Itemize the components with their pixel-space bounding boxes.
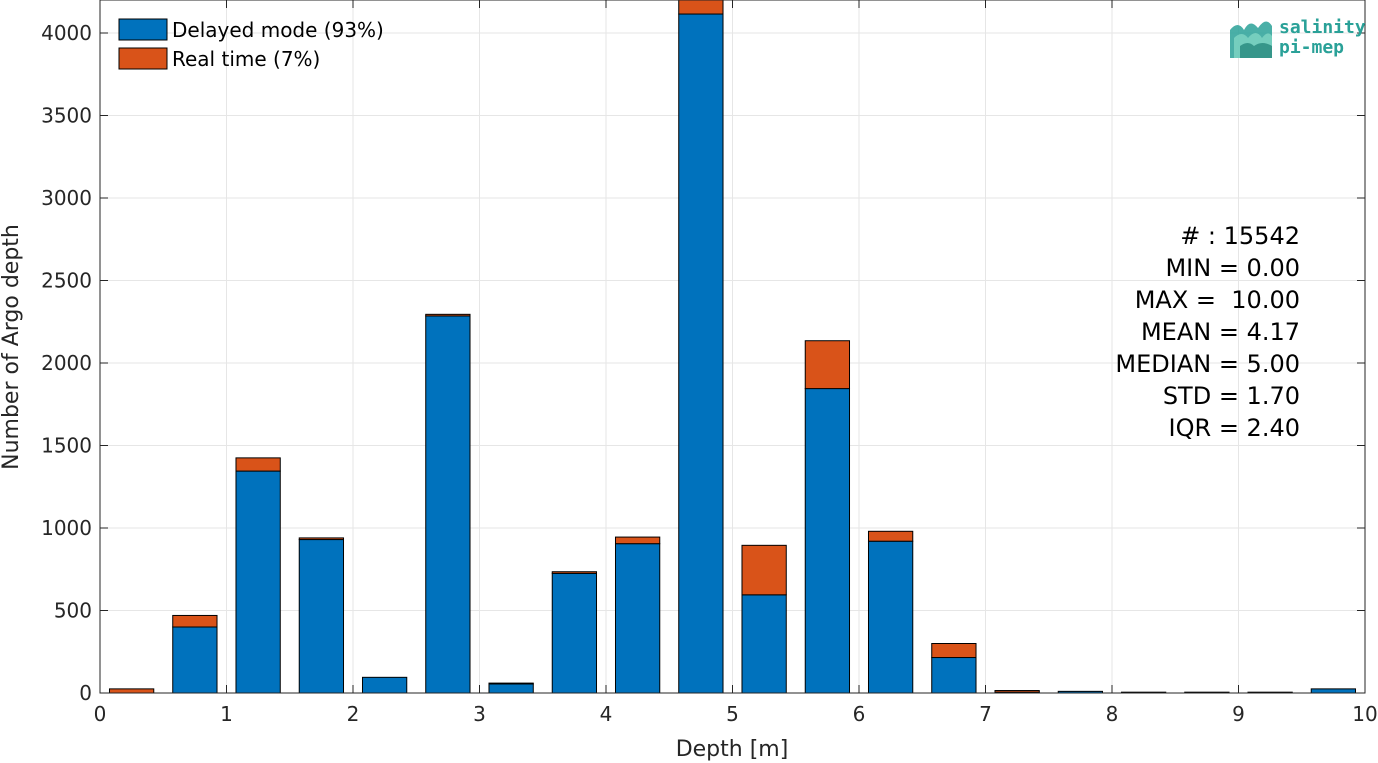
stats-box: # : 15542 MIN = 0.00 MAX = 10.00 MEAN = …: [1115, 222, 1300, 442]
legend-label-delayed: Delayed mode (93%): [172, 18, 384, 42]
ticks: 0 1 2 3 4 5 6 7 8 9 10 0 500 1000 1500 2000 2500 3000 3500…: [41, 0, 1378, 726]
stat-count: # : 15542: [1180, 222, 1300, 250]
bar-real-time: [804, 340, 851, 390]
x-tick-label: 4: [600, 702, 613, 726]
bar-delayed-mode: [172, 626, 218, 694]
y-tick-label: 2500: [41, 269, 92, 293]
stat-median: MEDIAN = 5.00: [1115, 350, 1300, 378]
y-axis-label: Number of Argo depth: [0, 224, 24, 470]
bar-real-time: [931, 643, 977, 659]
legend-swatch-realtime: [118, 47, 168, 70]
y-tick-label: 1500: [41, 434, 92, 458]
bar-real-time: [172, 614, 218, 628]
y-tick-label: 3500: [41, 104, 92, 128]
x-tick-label: 2: [347, 702, 360, 726]
stat-mean: MEAN = 4.17: [1141, 318, 1300, 346]
bar-delayed-mode: [804, 388, 851, 694]
bar-delayed-mode: [678, 13, 724, 694]
bar-real-time: [741, 544, 787, 596]
stat-iqr: IQR = 2.40: [1169, 414, 1300, 442]
x-tick-label: 9: [1232, 702, 1245, 726]
bar-delayed-mode: [551, 572, 598, 694]
logo-text-salinity: salinity: [1279, 17, 1366, 38]
x-axis-label: Depth [m]: [676, 737, 789, 762]
bars: [108, 0, 1357, 694]
bar-real-time: [678, 0, 724, 15]
x-tick-label: 6: [853, 702, 866, 726]
x-tick-label: 7: [979, 702, 992, 726]
x-tick-label: 3: [473, 702, 486, 726]
bar-delayed-mode: [298, 539, 345, 694]
y-tick-label: 0: [79, 681, 92, 705]
bar-real-time: [614, 536, 661, 545]
y-tick-label: 4000: [41, 21, 92, 45]
salinity-logo: salinity pi-mep: [1230, 17, 1366, 58]
wave-logo-icon: [1230, 21, 1272, 58]
bar-real-time: [108, 688, 155, 694]
legend-label-realtime: Real time (7%): [172, 47, 320, 71]
bar-real-time: [994, 690, 1040, 693]
x-tick-label: 5: [726, 702, 739, 726]
bar-real-time: [867, 530, 914, 542]
y-tick-label: 1000: [41, 516, 92, 540]
bar-delayed-mode: [931, 657, 977, 694]
bar-real-time: [235, 457, 281, 472]
logo-text-pimep: pi-mep: [1279, 37, 1344, 58]
x-tick-label: 1: [220, 702, 233, 726]
legend-swatch-delayed: [118, 18, 168, 41]
y-tick-label: 2000: [41, 351, 92, 375]
bar-real-time: [425, 313, 471, 317]
bar-delayed-mode: [614, 543, 661, 694]
y-tick-label: 3000: [41, 186, 92, 210]
bar-real-time: [488, 682, 534, 685]
x-tick-label: 8: [1106, 702, 1119, 726]
stat-std: STD = 1.70: [1163, 382, 1300, 410]
bar-delayed-mode: [235, 470, 281, 694]
y-tick-label: 500: [54, 599, 92, 623]
legend: Delayed mode (93%) Real time (7%): [118, 18, 384, 71]
bar-delayed-mode: [361, 676, 408, 694]
stat-max: MAX = 10.00: [1135, 286, 1300, 314]
stat-min: MIN = 0.00: [1165, 254, 1300, 282]
bar-delayed-mode: [488, 683, 534, 694]
x-tick-label: 0: [94, 702, 107, 726]
bar-delayed-mode: [741, 594, 787, 694]
bar-delayed-mode: [425, 315, 471, 694]
bar-real-time: [298, 537, 345, 541]
bar-delayed-mode: [867, 540, 914, 694]
x-tick-label: 10: [1352, 702, 1377, 726]
bar-real-time: [551, 571, 598, 574]
bar-delayed-mode: [1310, 688, 1357, 694]
